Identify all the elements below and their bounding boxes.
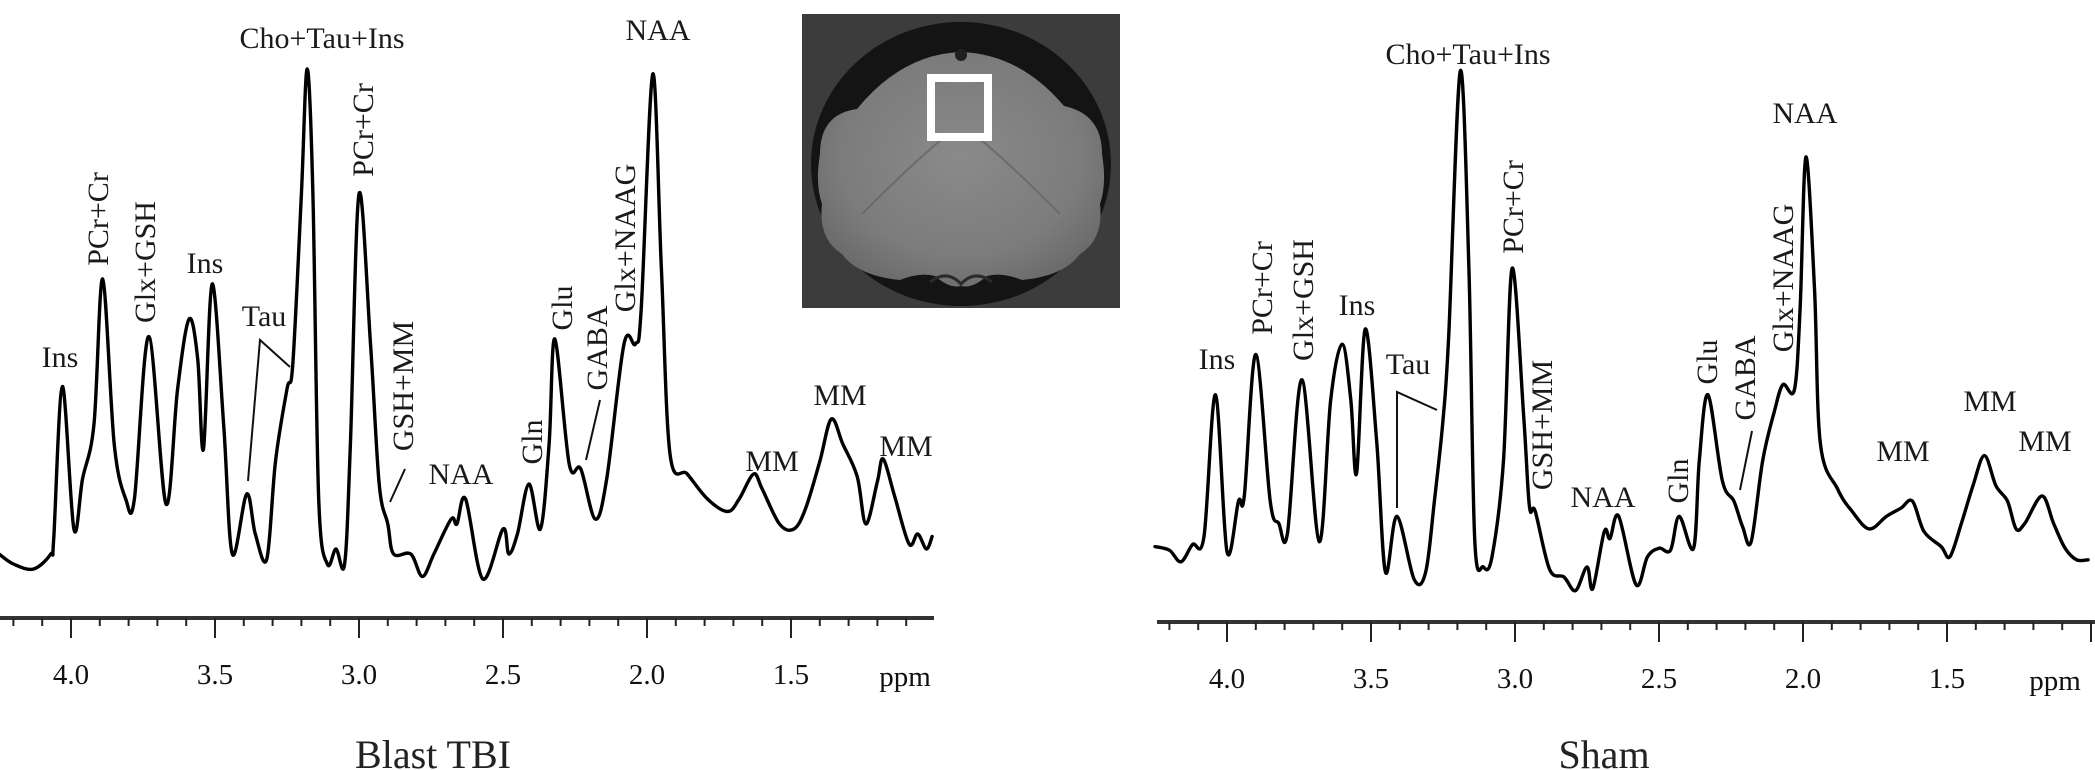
peak-label-gln: Gln [516, 420, 549, 465]
x-axis-tick-label: 3.0 [341, 659, 377, 691]
x-axis-tick-label: 4.0 [1209, 663, 1245, 695]
peak-label-glu: Glu [546, 286, 579, 331]
x-axis-tick-label: 2.5 [1641, 663, 1677, 695]
mri-inset-image [802, 14, 1120, 308]
x-axis-tick-label: 1.5 [773, 659, 809, 691]
panel-title: Sham [1558, 732, 1649, 770]
peak-label-pcr-cr: PCr+Cr [1497, 160, 1530, 254]
x-axis-unit-label: ppm [2029, 665, 2081, 697]
peak-label-glx-naag: Glx+NAAG [1767, 204, 1800, 353]
peak-label-mm: MM [745, 445, 798, 478]
x-axis-tick-label: 2.5 [485, 659, 521, 691]
peak-label-ins: Ins [42, 341, 79, 374]
x-axis-unit-label: ppm [879, 661, 931, 693]
brain-tissue [817, 52, 1105, 287]
gaba-leader-line [585, 399, 601, 461]
voxel-marker-box [927, 74, 992, 141]
x-axis-tick-label: 2.0 [1785, 663, 1821, 695]
x-axis-tick-label: 4.0 [53, 659, 89, 691]
peak-label-pcr-cr: PCr+Cr [1246, 241, 1279, 335]
peak-label-naa: NAA [626, 14, 691, 47]
x-axis-ticks [12, 618, 908, 638]
peak-label-cho-tau-ins: Cho+Tau+Ins [239, 22, 404, 55]
peak-label-ins: Ins [1199, 343, 1236, 376]
peak-label-tau: Tau [1386, 348, 1431, 381]
sham-spectrum-line [1153, 68, 2090, 593]
x-axis-tick-label: 3.5 [197, 659, 233, 691]
peak-label-mm: MM [2018, 425, 2071, 458]
x-axis-tick-label: 2.0 [629, 659, 665, 691]
peak-label-glx-naag: Glx+NAAG [609, 164, 642, 313]
peak-label-mm: MM [1963, 385, 2016, 418]
gsh-mm-leader-line [389, 468, 406, 503]
peak-label-glx-gsh: Glx+GSH [129, 201, 162, 323]
tau-leader-line [1396, 390, 1438, 508]
peak-label-mm: MM [879, 430, 932, 463]
peak-label-pcr-cr: PCr+Cr [347, 83, 380, 177]
peak-label-naa: NAA [1773, 97, 1838, 130]
blast-tbi-spectrum-panel: 4.0 3.5 3.0 2.5 2.0 1.5 ppm Blast TBI Ins PCr… [0, 14, 934, 770]
peak-label-ins: Ins [1339, 289, 1376, 322]
peak-label-pcr-cr: PCr+Cr [82, 172, 115, 266]
peak-label-gsh-mm: GSH+MM [1526, 360, 1559, 490]
tau-leader-line [247, 337, 291, 482]
peak-label-glu: Glu [1691, 340, 1724, 385]
peak-label-ins: Ins [187, 247, 224, 280]
peak-label-gln: Gln [1662, 459, 1695, 504]
peak-label-naa: NAA [1571, 481, 1636, 514]
peak-label-gsh-mm: GSH+MM [387, 321, 420, 451]
peak-label-gaba: GABA [1729, 335, 1762, 420]
peak-label-glx-gsh: Glx+GSH [1287, 239, 1320, 361]
peak-label-mm: MM [1876, 435, 1929, 468]
peak-label-cho-tau-ins: Cho+Tau+Ins [1385, 38, 1550, 71]
peak-label-gaba: GABA [581, 305, 614, 390]
peak-label-mm: MM [813, 379, 866, 412]
x-axis-tick-label: 3.5 [1353, 663, 1389, 695]
peak-label-tau: Tau [242, 300, 287, 333]
x-axis-tick-labels: 4.0 3.5 3.0 2.5 2.0 1.5 [1209, 663, 1965, 695]
blast-tbi-spectrum-line [0, 67, 934, 581]
sham-spectrum-panel: 4.0 3.5 3.0 2.5 2.0 1.5 ppm Sham Ins PCr+Cr G… [1153, 38, 2095, 770]
peak-label-naa: NAA [429, 458, 494, 491]
x-axis-ticks [1168, 622, 2092, 642]
panel-title: Blast TBI [355, 732, 511, 770]
x-axis-tick-labels: 4.0 3.5 3.0 2.5 2.0 1.5 [53, 659, 809, 691]
x-axis-tick-label: 1.5 [1929, 663, 1965, 695]
x-axis-tick-label: 3.0 [1497, 663, 1533, 695]
gaba-leader-line [1739, 430, 1753, 491]
